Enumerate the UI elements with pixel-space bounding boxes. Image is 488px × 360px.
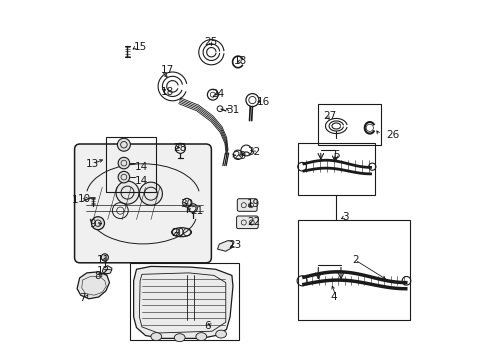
Text: 3: 3	[342, 212, 348, 222]
Text: 28: 28	[173, 143, 186, 153]
Bar	[130, 263, 239, 340]
Text: 6: 6	[204, 321, 210, 331]
Text: 26: 26	[385, 130, 398, 140]
Text: 30: 30	[179, 199, 192, 209]
Text: 13: 13	[86, 159, 99, 169]
Circle shape	[117, 138, 130, 151]
Bar	[297, 220, 409, 320]
Text: 20: 20	[171, 228, 184, 238]
Circle shape	[118, 157, 129, 169]
Bar	[318, 104, 380, 145]
Text: 18: 18	[161, 87, 174, 97]
Text: 14: 14	[134, 176, 148, 186]
Text: 21: 21	[189, 206, 203, 216]
Text: 9: 9	[89, 219, 96, 229]
FancyBboxPatch shape	[75, 144, 211, 263]
Text: 14: 14	[134, 162, 148, 172]
Text: 24: 24	[211, 89, 224, 99]
Text: 16: 16	[257, 96, 270, 107]
Polygon shape	[133, 266, 232, 338]
Text: 18: 18	[233, 56, 246, 66]
Text: 27: 27	[323, 111, 336, 121]
Ellipse shape	[174, 334, 185, 342]
Circle shape	[139, 182, 162, 205]
Text: 31: 31	[225, 105, 239, 115]
Ellipse shape	[151, 333, 162, 341]
Ellipse shape	[196, 333, 206, 341]
Text: 25: 25	[203, 37, 217, 48]
Bar	[297, 143, 374, 195]
Text: 11: 11	[97, 255, 110, 265]
Circle shape	[101, 254, 108, 261]
Text: 5: 5	[332, 150, 339, 160]
Circle shape	[118, 171, 129, 183]
Text: 8: 8	[94, 271, 101, 281]
Polygon shape	[217, 240, 232, 251]
Text: 32: 32	[246, 147, 260, 157]
Text: 1: 1	[72, 195, 78, 205]
FancyBboxPatch shape	[237, 199, 257, 211]
Ellipse shape	[215, 330, 226, 338]
Text: 17: 17	[161, 65, 174, 75]
Circle shape	[91, 217, 104, 230]
Text: 29: 29	[232, 150, 246, 161]
Circle shape	[116, 181, 139, 204]
Text: 23: 23	[228, 240, 241, 250]
Text: 19: 19	[246, 199, 260, 210]
Text: 7: 7	[79, 293, 85, 303]
Polygon shape	[77, 272, 109, 299]
Text: 12: 12	[97, 266, 110, 276]
Polygon shape	[102, 266, 112, 274]
Text: 22: 22	[246, 217, 260, 227]
Text: 10: 10	[78, 194, 91, 204]
Text: 4: 4	[330, 292, 337, 302]
Text: 2: 2	[352, 255, 358, 265]
Text: 15: 15	[134, 42, 147, 52]
Bar	[106, 137, 156, 192]
FancyBboxPatch shape	[236, 216, 258, 229]
